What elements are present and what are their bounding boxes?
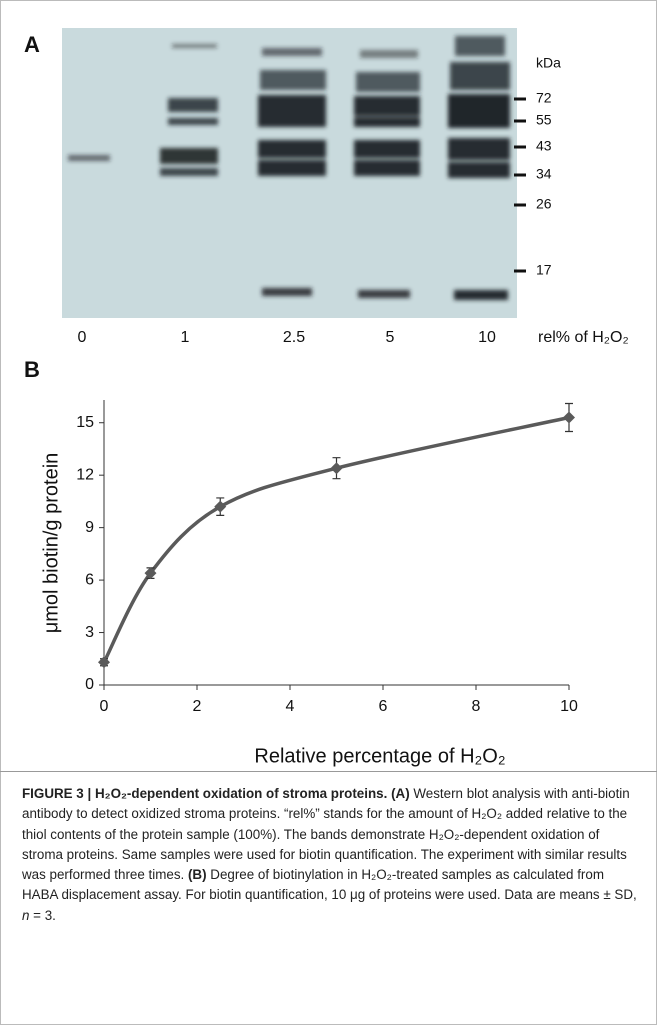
blot-image [62, 28, 517, 318]
caption-text: = 3. [29, 908, 55, 923]
caption-rule [0, 771, 657, 772]
x-tick-label: 6 [379, 698, 388, 715]
page: AkDa725543342617012.5510rel% of H₂O₂B036… [0, 0, 657, 1025]
marker-label: 34 [536, 166, 552, 182]
panel-label: A [24, 32, 40, 57]
caption: FIGURE 3 | H₂O₂-dependent oxidation of s… [22, 784, 637, 926]
y-tick-label: 6 [85, 571, 94, 588]
y-tick-label: 0 [85, 676, 94, 693]
caption-text: FIGURE 3 | H₂O₂-dependent oxidation of s… [22, 786, 387, 801]
x-tick-label: 2 [193, 698, 202, 715]
marker-label: 72 [536, 90, 552, 106]
data-point [563, 411, 575, 423]
marker-label: 43 [536, 138, 552, 154]
x-tick-label: 0 [100, 698, 109, 715]
y-tick-label: 15 [76, 414, 94, 431]
x-tick-label: 4 [286, 698, 295, 715]
lane-label: 2.5 [283, 329, 305, 346]
caption-text: (A) [391, 786, 410, 801]
y-tick-label: 9 [85, 519, 94, 536]
panel-label: B [24, 357, 40, 382]
marker-label: 26 [536, 196, 552, 212]
lane-axis-label: rel% of H₂O₂ [538, 329, 629, 346]
marker-label: 17 [536, 262, 552, 278]
data-point [331, 462, 343, 474]
lane-label: 10 [478, 329, 496, 346]
lane-label: 5 [386, 329, 395, 346]
series-line [104, 417, 569, 662]
x-tick-label: 10 [560, 698, 578, 715]
lane-label: 1 [181, 329, 190, 346]
y-tick-label: 3 [85, 624, 94, 641]
marker-label: 55 [536, 112, 552, 128]
x-tick-label: 8 [472, 698, 481, 715]
data-point [98, 656, 110, 668]
unit-label: kDa [536, 55, 561, 71]
x-axis-label: Relative percentage of H₂O₂ [254, 745, 505, 767]
y-tick-label: 12 [76, 466, 94, 483]
caption-text: (B) [188, 867, 207, 882]
lane-label: 0 [78, 329, 87, 346]
y-axis-label: μmol biotin/g protein [40, 453, 62, 634]
